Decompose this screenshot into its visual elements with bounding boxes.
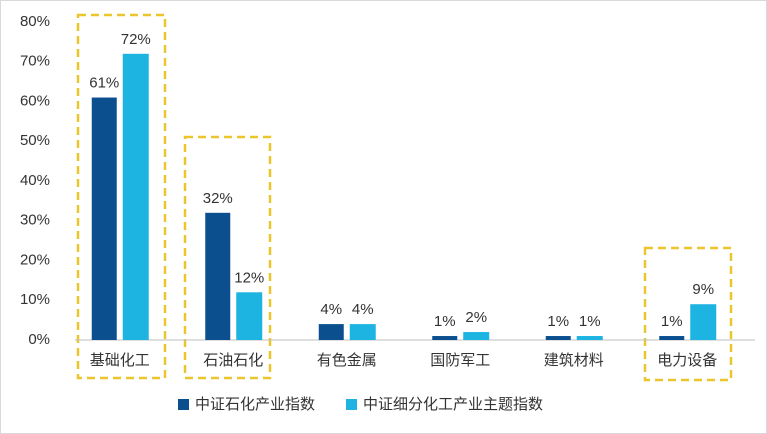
bar xyxy=(659,336,685,340)
x-tick-label: 国防军工 xyxy=(430,352,490,369)
legend-label: 中证石化产业指数 xyxy=(195,396,315,413)
legend-swatch xyxy=(178,399,189,410)
y-tick-label: 60% xyxy=(20,92,50,109)
y-tick-label: 40% xyxy=(20,172,50,189)
x-tick-label: 电力设备 xyxy=(657,352,717,369)
y-tick-label: 80% xyxy=(20,13,50,30)
y-tick-label: 10% xyxy=(20,291,50,308)
value-label: 1% xyxy=(661,313,683,330)
value-label: 9% xyxy=(692,281,714,298)
value-label: 4% xyxy=(320,301,342,318)
y-tick-label: 20% xyxy=(20,251,50,268)
y-tick-label: 70% xyxy=(20,53,50,70)
x-tick-label: 石油石化 xyxy=(203,352,263,369)
x-tick-label: 有色金属 xyxy=(317,352,377,369)
value-label: 12% xyxy=(234,269,264,286)
value-label: 4% xyxy=(352,301,374,318)
bar xyxy=(349,324,376,340)
bar xyxy=(318,324,344,340)
value-label: 1% xyxy=(579,313,601,330)
bar xyxy=(236,292,263,340)
bar xyxy=(545,336,571,340)
legend-swatch xyxy=(346,399,357,410)
y-tick-label: 50% xyxy=(20,132,50,149)
highlight-box xyxy=(643,246,733,382)
x-tick-label: 基础化工 xyxy=(90,352,150,369)
legend-label: 中证细分化工产业主题指数 xyxy=(363,396,543,413)
value-label: 1% xyxy=(434,313,456,330)
bar xyxy=(432,336,458,340)
value-label: 61% xyxy=(89,74,119,91)
value-label: 32% xyxy=(203,190,233,207)
bar xyxy=(205,212,231,340)
y-tick-label: 0% xyxy=(28,331,50,348)
value-label: 72% xyxy=(121,31,151,48)
y-tick-label: 30% xyxy=(20,212,50,229)
highlight-box xyxy=(183,135,272,380)
bar xyxy=(463,332,490,340)
value-label: 2% xyxy=(465,309,487,326)
bar xyxy=(576,336,603,340)
value-label: 1% xyxy=(547,313,569,330)
bar xyxy=(690,304,717,340)
x-tick-label: 建筑材料 xyxy=(544,352,604,369)
bar xyxy=(91,97,117,341)
highlight-box xyxy=(76,13,167,380)
bar xyxy=(122,53,149,341)
